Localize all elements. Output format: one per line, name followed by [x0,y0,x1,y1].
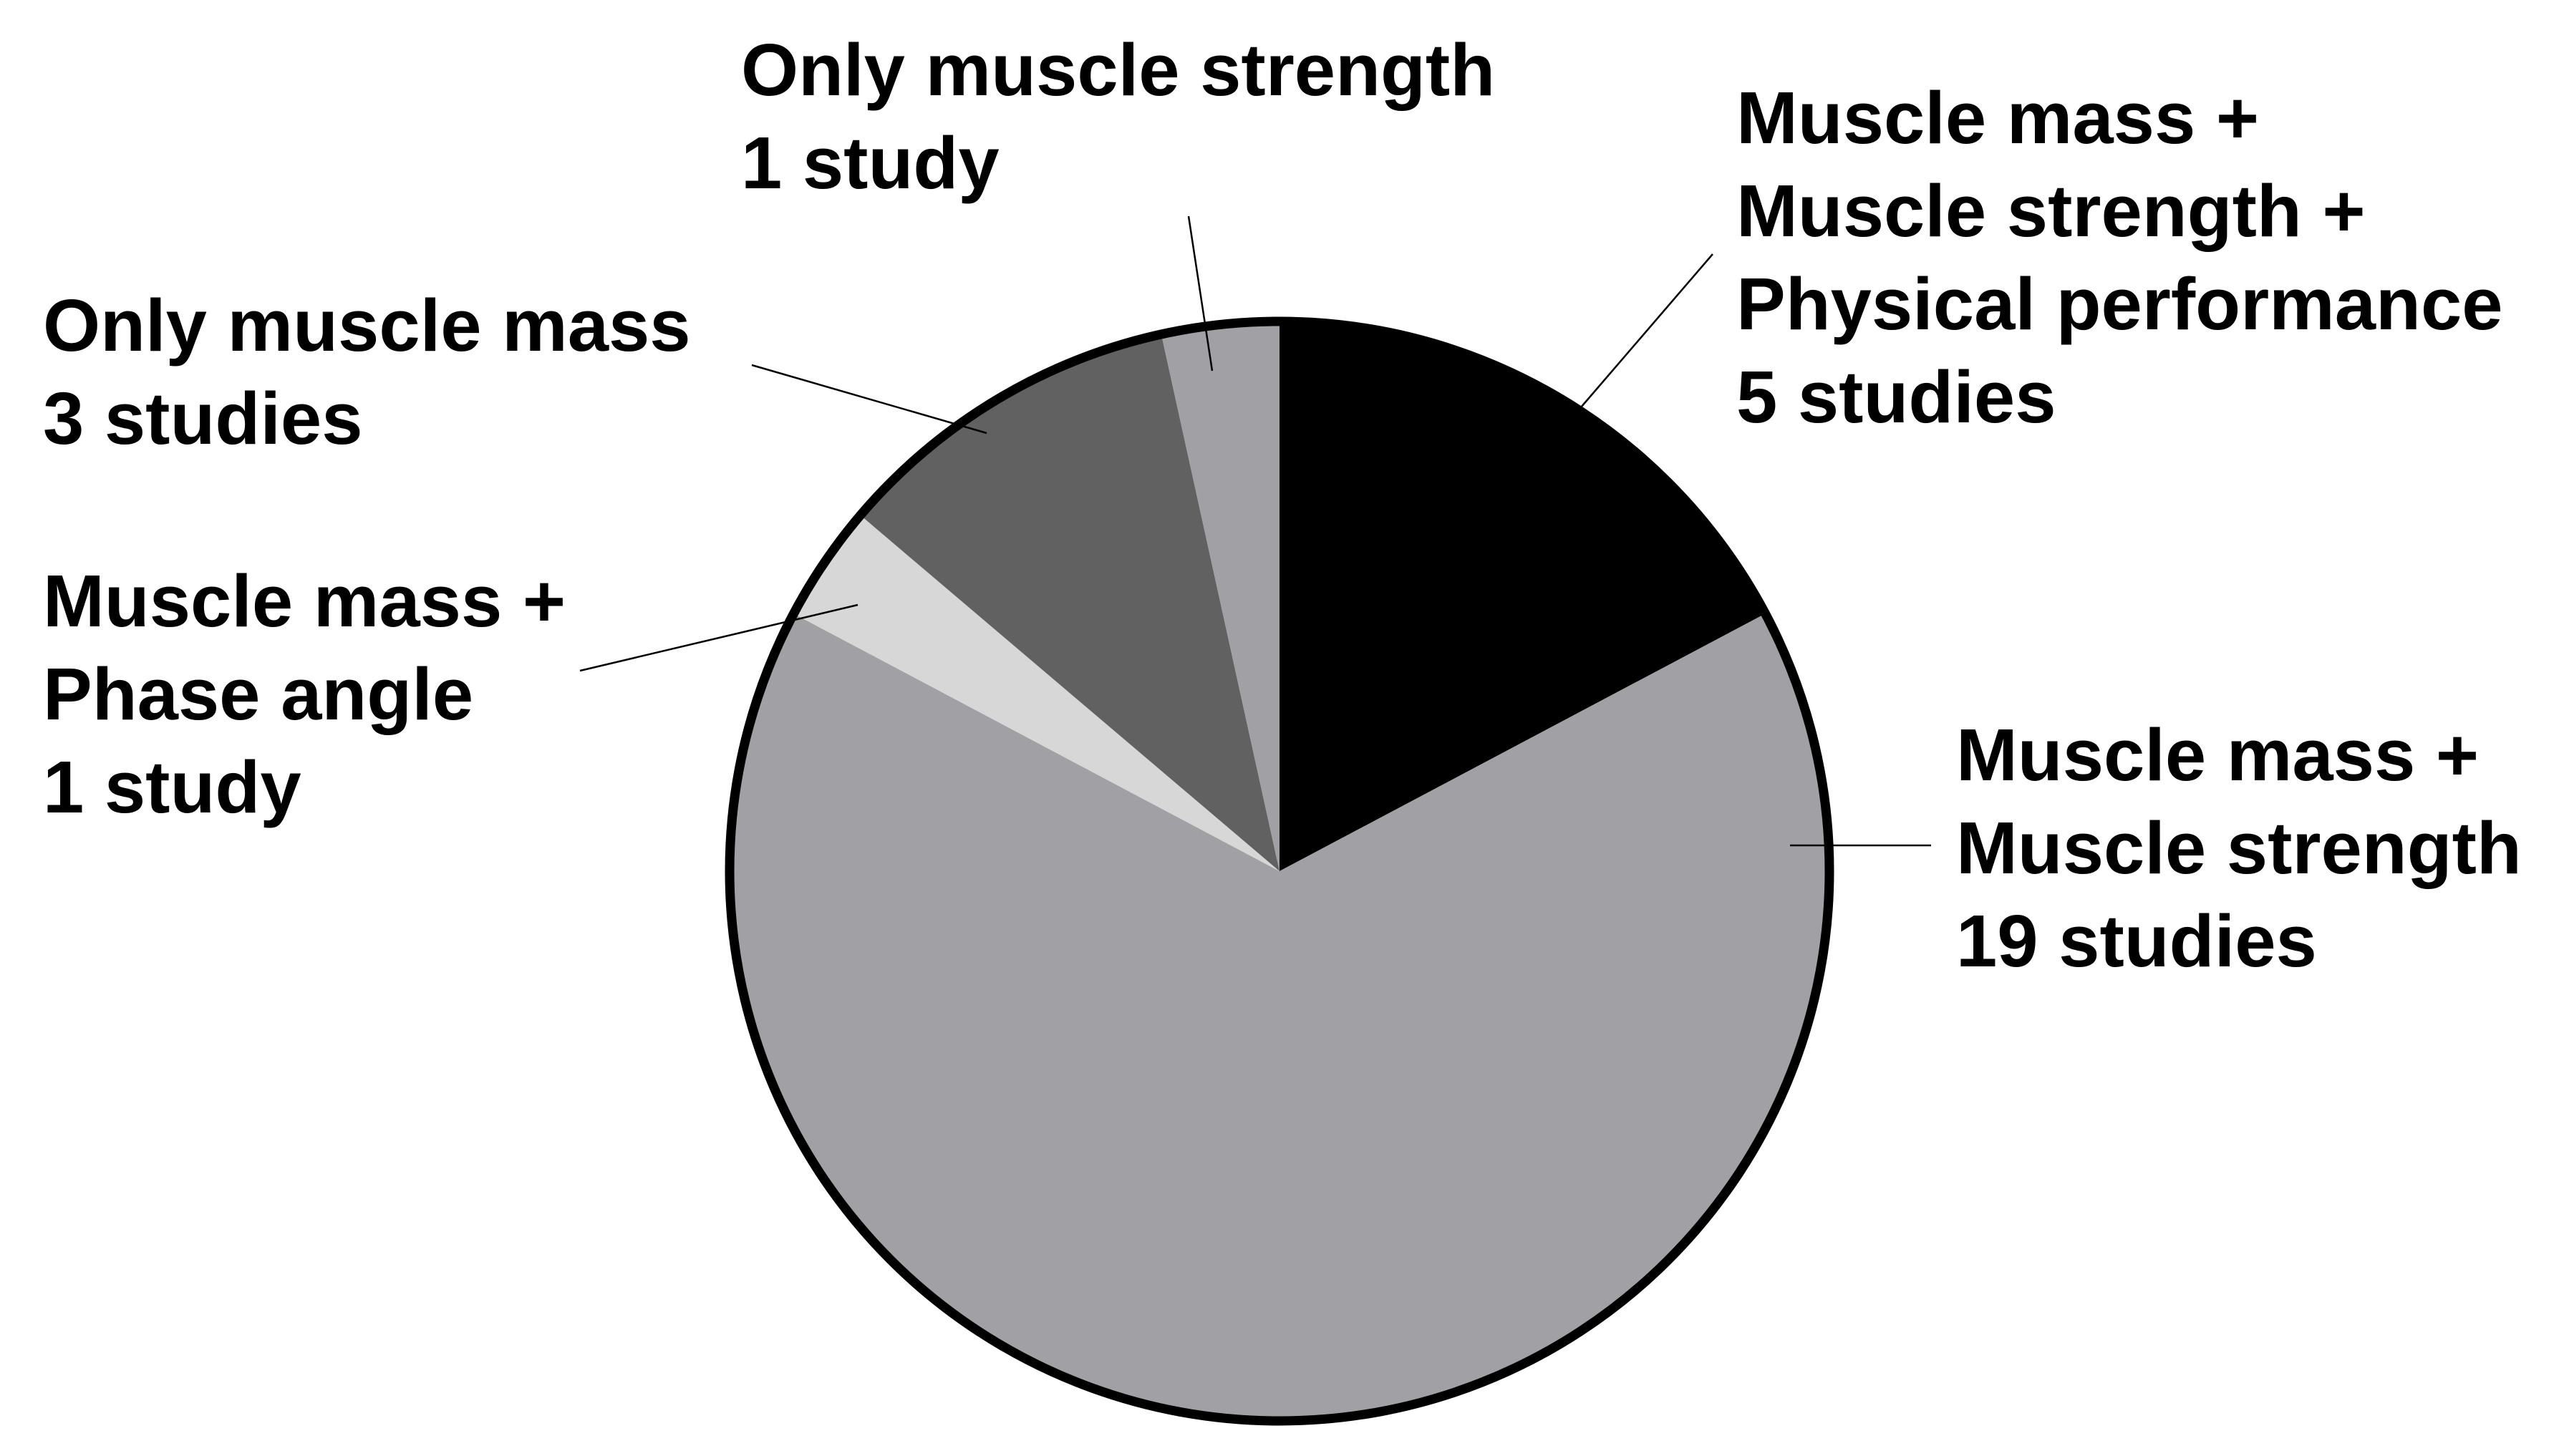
slice-label-line: 5 studies [1736,356,2056,438]
slice-label-line: Muscle strength + [1736,170,2366,252]
pie-slice-1 [729,613,1830,1421]
slice-label-line: 1 study [43,746,301,828]
slice-label-line: Only muscle strength [741,29,1495,111]
pie-slice-2 [793,515,1280,871]
leader-line-3 [751,364,987,435]
slice-label-line: Physical performance [1736,263,2503,345]
slice-label-1: Muscle mass + Muscle strength 19 studies [1956,714,2522,982]
slice-label-line: Muscle mass + [1956,714,2479,796]
slice-label-0: Muscle mass + Muscle strength + Physical p… [1736,77,2503,438]
slice-labels: Muscle mass + Muscle strength + Physical p… [43,29,2522,982]
slice-label-3: Only muscle mass 3 studies [43,284,691,460]
slice-label-line: Only muscle mass [43,284,691,367]
pie-border [725,316,1834,1426]
leader-lines [579,215,1931,847]
pie-slice-4 [1161,321,1280,871]
slice-label-line: Phase angle [43,653,473,735]
slice-label-line: 19 studies [1956,900,2317,982]
pie-slice-0 [1280,321,1766,871]
leader-line-4 [1187,215,1214,372]
pie-slice-3 [860,334,1280,871]
slice-label-4: Only muscle strength 1 study [741,29,1495,204]
leader-line-0 [1580,253,1713,408]
slice-label-2: Muscle mass + Phase angle 1 study [43,560,566,828]
slice-label-line: 1 study [741,122,1000,204]
pie-slices [725,316,1834,1426]
leader-line-2 [579,603,858,672]
slice-label-line: 3 studies [43,377,363,460]
slice-label-line: Muscle mass + [43,560,566,642]
slice-label-line: Muscle mass + [1736,77,2259,159]
slice-label-line: Muscle strength [1956,807,2522,889]
